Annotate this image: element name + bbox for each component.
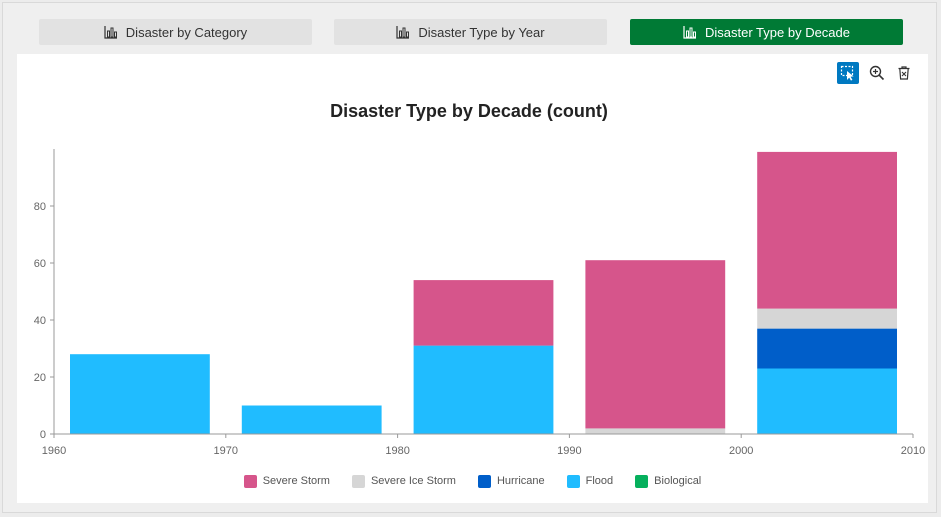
select-tool-button[interactable] (837, 62, 859, 84)
bar-severe-storm-1980[interactable] (413, 280, 554, 346)
zoom-icon (869, 65, 885, 81)
axes-layer: 0 20 40 60 80 1960 1970 1980 1990 2000 2010 (34, 149, 925, 457)
legend-swatch (635, 474, 649, 488)
chart-title: Disaster Type by Decade (count) (330, 101, 608, 121)
y-tick-label: 80 (34, 201, 46, 213)
legend-swatch (351, 474, 365, 488)
select-icon (840, 65, 854, 81)
tab-label: Disaster Type by Decade (705, 24, 850, 40)
bar-severe-storm-1990[interactable] (585, 260, 726, 429)
zoom-tool-button[interactable] (866, 62, 888, 84)
legend-item-severe-ice-storm[interactable]: Severe Ice Storm (351, 474, 456, 488)
bar-severe-storm-2000[interactable] (757, 151, 897, 309)
bar-chart-icon (683, 26, 696, 39)
y-tick-label: 40 (34, 315, 46, 327)
y-tick-label: 60 (34, 258, 46, 270)
x-tick-label: 1980 (385, 445, 409, 457)
x-tick-label: 2010 (901, 445, 925, 457)
bar-flood-1980[interactable] (413, 345, 554, 434)
legend-item-hurricane[interactable]: Hurricane (477, 474, 545, 488)
legend-label: Severe Storm (262, 475, 330, 487)
legend-label: Severe Ice Storm (370, 475, 456, 487)
x-tick-label: 2000 (729, 445, 753, 457)
bar-severe-ice-storm-2000[interactable] (757, 308, 897, 329)
x-tick-label: 1960 (42, 445, 66, 457)
clear-selection-button[interactable] (893, 62, 915, 84)
legend-label: Flood (585, 475, 614, 487)
bar-flood-1960[interactable] (70, 354, 210, 434)
tab-disaster-type-by-year[interactable]: Disaster Type by Year (334, 19, 607, 45)
tab-disaster-type-by-decade[interactable]: Disaster Type by Decade (630, 19, 903, 45)
bar-chart-icon (396, 26, 410, 39)
chart-legend: Severe Storm Severe Ice Storm Hurricane Flo… (17, 473, 928, 489)
y-tick-label: 0 (40, 429, 46, 441)
legend-swatch (566, 474, 580, 488)
tab-label: Disaster Type by Year (418, 24, 545, 40)
bar-flood-1970[interactable] (241, 405, 382, 435)
legend-label: Hurricane (496, 475, 545, 487)
bars-layer (70, 151, 897, 435)
chart: Disaster Type by Decade (count) 0 20 40 60 8… (34, 101, 925, 457)
legend-item-severe-storm[interactable]: Severe Storm (243, 474, 330, 488)
tab-label: Disaster by Category (125, 24, 248, 40)
legend-item-biological[interactable]: Biological (635, 474, 702, 488)
bar-hurricane-2000[interactable] (757, 328, 897, 369)
y-tick-label: 20 (34, 372, 46, 384)
x-tick-label: 1990 (557, 445, 581, 457)
legend-item-flood[interactable]: Flood (566, 474, 614, 488)
legend-swatch (243, 474, 257, 488)
bar-severe-ice-storm-1990[interactable] (585, 428, 726, 434)
bar-flood-2000[interactable] (757, 368, 897, 434)
bar-chart-icon (104, 26, 117, 39)
legend-label: Biological (654, 475, 702, 487)
clear-selection-icon (898, 66, 910, 80)
x-tick-label: 1970 (214, 445, 238, 457)
legend-swatch (477, 474, 491, 488)
chart-panel: Disaster Type by Decade (count) 0 20 40 60 8… (17, 54, 928, 503)
tab-disaster-by-category[interactable]: Disaster by Category (39, 19, 312, 45)
